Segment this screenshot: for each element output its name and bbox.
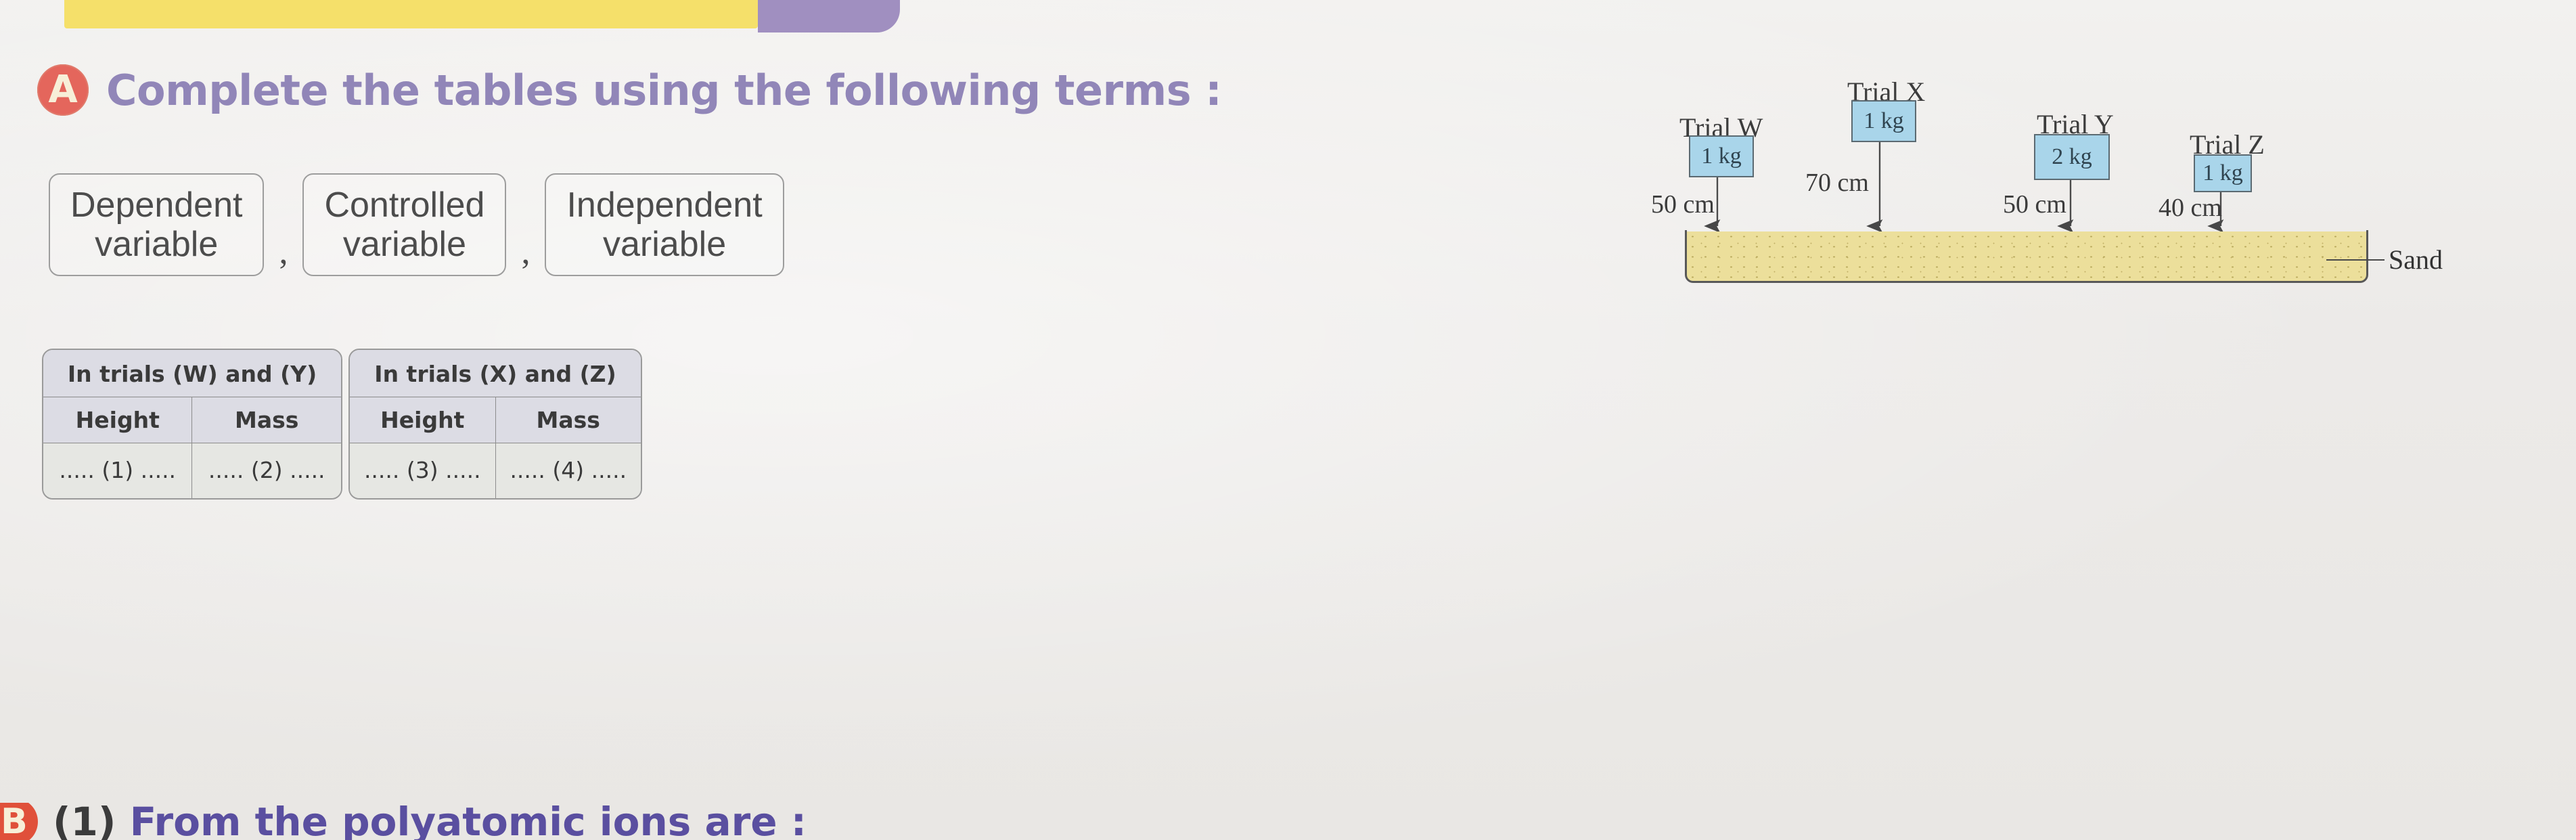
term-box-dependent[interactable]: Dependent variable	[49, 173, 265, 277]
term-bank: Dependent variable , Controlled variable…	[49, 173, 784, 277]
column-header-height: Height	[350, 397, 496, 443]
height-label-y: 50 cm	[2003, 190, 2066, 219]
term-line-2: variable	[342, 225, 467, 265]
height-label-z: 40 cm	[2159, 194, 2222, 222]
table-row: ..... (1) ..... ..... (2) .....	[43, 443, 341, 498]
next-question-text: (1) From the polyatomic ions are :	[53, 803, 807, 840]
page-title: Complete the tables using the following …	[106, 65, 1222, 115]
term-separator: ,	[279, 233, 288, 272]
next-question-row: B (1) From the polyatomic ions are :	[0, 803, 807, 840]
next-question-body: From the polyatomic ions are :	[129, 803, 807, 840]
table-title: In trials (W) and (Y)	[43, 350, 341, 397]
answer-blank-2[interactable]: ..... (2) .....	[191, 443, 341, 498]
table-row: In trials (W) and (Y)	[43, 350, 341, 397]
table-trials-x-z: In trials (X) and (Z) Height Mass ..... …	[348, 349, 642, 500]
mass-block-y: 2 kg	[2034, 134, 2110, 180]
next-question-number: (1)	[53, 803, 116, 840]
dimension-arrows	[1704, 115, 2224, 233]
table-title: In trials (X) and (Z)	[350, 350, 641, 397]
column-header-height: Height	[43, 397, 193, 443]
term-separator: ,	[521, 233, 530, 272]
top-purple-strip	[758, 0, 900, 32]
term-line-2: variable	[95, 225, 219, 265]
term-line-1: Dependent	[70, 185, 243, 225]
column-header-mass: Mass	[495, 397, 641, 443]
sand-leader-line	[2326, 259, 2385, 261]
table-row: ..... (3) ..... ..... (4) .....	[350, 443, 641, 498]
height-label-x: 70 cm	[1805, 169, 1869, 197]
mass-block-x: 1 kg	[1851, 100, 1916, 142]
top-yellow-strip	[64, 0, 758, 28]
answer-blank-3[interactable]: ..... (3) .....	[350, 443, 496, 498]
answer-blank-1[interactable]: ..... (1) .....	[43, 443, 193, 498]
term-line-1: Independent	[566, 185, 763, 225]
term-box-independent[interactable]: Independent variable	[545, 173, 784, 277]
table-row: Height Mass	[43, 397, 341, 443]
drop-height-diagram: Trial W 1 kg 50 cm Trial X 1 kg 70 cm Tr…	[1644, 61, 2576, 738]
sand-label: Sand	[2389, 244, 2443, 275]
table-row: Height Mass	[350, 397, 641, 443]
question-badge-a: A	[37, 64, 89, 116]
term-box-controlled[interactable]: Controlled variable	[302, 173, 507, 277]
answer-blank-4[interactable]: ..... (4) .....	[495, 443, 641, 498]
question-heading: A Complete the tables using the followin…	[37, 64, 1222, 116]
column-header-mass: Mass	[191, 397, 341, 443]
question-badge-b: B	[0, 803, 38, 840]
sand-container	[1685, 230, 2368, 283]
table-row: In trials (X) and (Z)	[350, 350, 641, 397]
height-label-w: 50 cm	[1651, 190, 1715, 219]
table-trials-w-y: In trials (W) and (Y) Height Mass ..... …	[42, 349, 342, 500]
sand-fill	[1686, 231, 2367, 282]
sand-container-wall	[1685, 230, 2368, 283]
term-line-1: Controlled	[324, 185, 485, 225]
term-line-2: variable	[603, 225, 727, 265]
mass-block-z: 1 kg	[2194, 154, 2252, 192]
mass-block-w: 1 kg	[1689, 135, 1754, 177]
